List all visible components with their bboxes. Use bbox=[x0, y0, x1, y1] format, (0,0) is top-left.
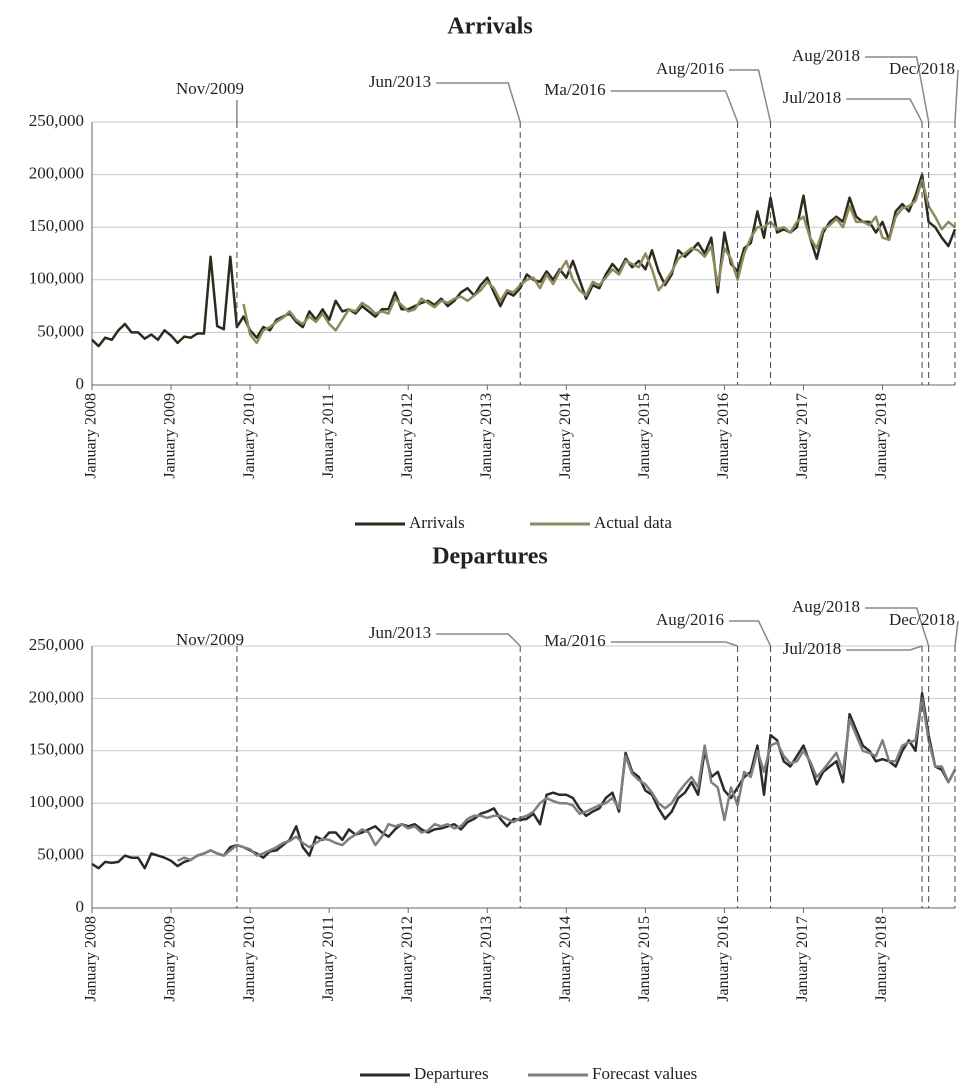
annotation-label: Jul/2018 bbox=[783, 88, 842, 107]
legend-label: Departures bbox=[414, 1064, 489, 1083]
annotation-label: Dec/2018 bbox=[889, 59, 955, 78]
annotation-label: Aug/2018 bbox=[792, 597, 860, 616]
x-tick-label: January 2010 bbox=[241, 393, 258, 479]
x-tick-label: January 2010 bbox=[241, 916, 258, 1002]
x-tick-label: January 2017 bbox=[794, 916, 811, 1002]
annotation-label: Nov/2009 bbox=[176, 630, 244, 649]
x-tick-label: January 2011 bbox=[320, 916, 337, 1001]
x-tick-label: January 2009 bbox=[162, 393, 179, 479]
y-tick-label: 0 bbox=[76, 374, 85, 393]
annotation-leader bbox=[436, 82, 521, 123]
x-tick-label: January 2013 bbox=[478, 393, 495, 479]
x-tick-label: January 2016 bbox=[715, 916, 732, 1002]
annotation-leader bbox=[954, 69, 959, 123]
x-tick-label: January 2014 bbox=[557, 393, 574, 479]
x-tick-label: January 2018 bbox=[873, 916, 890, 1002]
chart: Departures 0 50,000 100,000 150,000 200,000 25… bbox=[29, 544, 959, 1083]
x-tick-label: January 2017 bbox=[794, 393, 811, 479]
y-tick-label: 150,000 bbox=[29, 216, 84, 235]
x-tick-label: January 2009 bbox=[162, 916, 179, 1002]
y-tick-label: 50,000 bbox=[37, 845, 84, 864]
annotation-label: Aug/2018 bbox=[792, 46, 860, 65]
annotation-leader bbox=[954, 620, 959, 647]
annotation-leader bbox=[729, 620, 772, 647]
annotation-label: Aug/2016 bbox=[656, 610, 724, 629]
y-tick-label: 200,000 bbox=[29, 687, 84, 706]
series-line bbox=[91, 691, 957, 870]
y-tick-label: 150,000 bbox=[29, 740, 84, 759]
annotation-leader bbox=[846, 645, 923, 651]
annotation-leader bbox=[436, 633, 521, 647]
series-line bbox=[242, 178, 956, 345]
annotation-leader bbox=[865, 607, 930, 647]
legend-label: Actual data bbox=[594, 513, 672, 532]
annotation-label: Jun/2013 bbox=[369, 623, 431, 642]
annotation-label: Ma/2016 bbox=[544, 631, 605, 650]
series-line bbox=[91, 173, 957, 348]
annotation-leader bbox=[846, 98, 923, 123]
annotation-label: Aug/2016 bbox=[656, 59, 724, 78]
y-tick-label: 50,000 bbox=[37, 321, 84, 340]
annotation-label: Ma/2016 bbox=[544, 80, 605, 99]
annotation-label: Jul/2018 bbox=[783, 639, 842, 658]
annotation-label: Dec/2018 bbox=[889, 610, 955, 629]
chart-title: Departures bbox=[432, 544, 548, 570]
y-tick-label: 0 bbox=[76, 897, 85, 916]
annotation-leader bbox=[610, 641, 738, 647]
y-tick-label: 200,000 bbox=[29, 164, 84, 183]
legend-label: Arrivals bbox=[409, 513, 465, 532]
legend-label: Forecast values bbox=[592, 1064, 697, 1083]
series-line bbox=[177, 697, 957, 862]
x-tick-label: January 2008 bbox=[83, 393, 100, 479]
chart: Arrivals 0 50,000 100,000 150,000 200,000 250,… bbox=[29, 14, 959, 532]
y-tick-label: 250,000 bbox=[29, 635, 84, 654]
chart-title: Arrivals bbox=[447, 14, 532, 40]
x-tick-label: January 2014 bbox=[557, 916, 574, 1002]
x-tick-label: January 2018 bbox=[873, 393, 890, 479]
annotation-label: Jun/2013 bbox=[369, 72, 431, 91]
x-tick-label: January 2012 bbox=[399, 393, 416, 479]
x-tick-label: January 2015 bbox=[636, 916, 653, 1002]
annotation-leader bbox=[610, 90, 739, 123]
x-tick-label: January 2011 bbox=[320, 393, 337, 478]
y-tick-label: 100,000 bbox=[29, 792, 84, 811]
y-tick-label: 250,000 bbox=[29, 111, 84, 130]
x-tick-label: January 2008 bbox=[83, 916, 100, 1002]
annotation-leader bbox=[865, 56, 930, 123]
x-tick-label: January 2012 bbox=[399, 916, 416, 1002]
annotation-label: Nov/2009 bbox=[176, 79, 244, 98]
annotation-leader bbox=[729, 69, 772, 123]
x-tick-label: January 2013 bbox=[478, 916, 495, 1002]
x-tick-label: January 2016 bbox=[715, 393, 732, 479]
y-tick-label: 100,000 bbox=[29, 269, 84, 288]
x-tick-label: January 2015 bbox=[636, 393, 653, 479]
